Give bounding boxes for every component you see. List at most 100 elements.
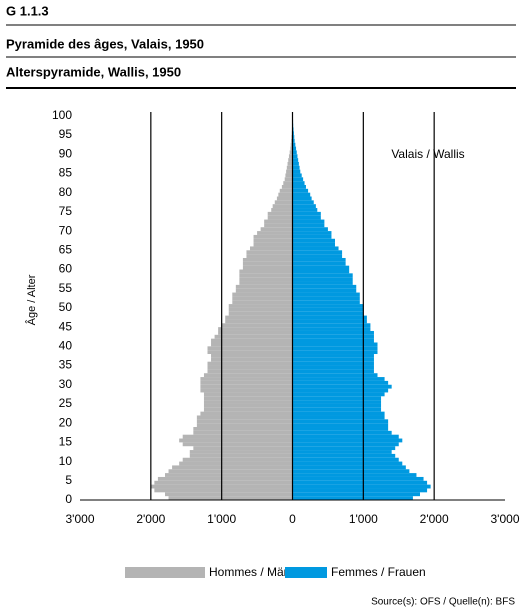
y-tick-label: 5 [65, 473, 72, 487]
bar [203, 400, 293, 404]
y-axis-label: Âge / Alter [25, 274, 38, 325]
bar [292, 296, 360, 301]
bar [246, 254, 293, 258]
bar [292, 323, 371, 328]
bar [203, 392, 293, 397]
bar [292, 246, 339, 251]
bar [292, 407, 382, 412]
bar [292, 365, 374, 370]
source: Source(s): OFS / Quelle(n): BFS [371, 597, 515, 608]
bar [289, 150, 293, 155]
bar [292, 377, 385, 381]
bar [292, 227, 328, 232]
bar [292, 388, 389, 393]
y-tick-label: 45 [59, 319, 73, 333]
x-tick-label: 2'000 [136, 512, 165, 526]
bar [168, 469, 293, 474]
y-tick-label: 90 [59, 146, 73, 160]
bar [292, 403, 382, 408]
bar [292, 173, 302, 178]
bar [267, 215, 293, 220]
bar [290, 142, 293, 147]
bar [292, 273, 353, 278]
y-tick-label: 15 [59, 435, 73, 449]
x-tick-label: 2'000 [420, 512, 449, 526]
bar [292, 265, 350, 270]
x-tick-label: 3'000 [66, 512, 95, 526]
bar [292, 496, 413, 500]
bar [292, 334, 374, 339]
y-tick-label: 30 [59, 377, 73, 391]
bar [253, 242, 293, 247]
bar [292, 254, 343, 258]
bar [292, 384, 392, 389]
y-tick-label: 40 [59, 339, 73, 353]
bar [292, 158, 299, 162]
bar [292, 211, 321, 216]
bar [292, 357, 374, 362]
y-tick-label: 95 [59, 127, 73, 141]
bar [225, 315, 293, 320]
bar [292, 311, 364, 316]
y-tick-label: 0 [65, 492, 72, 506]
bar [211, 342, 293, 347]
bar [228, 311, 293, 316]
bar [292, 146, 297, 151]
bar [291, 138, 293, 143]
bar [239, 273, 293, 278]
legend-swatch [285, 567, 327, 578]
bar [179, 461, 293, 466]
bar [260, 227, 293, 232]
y-tick-label: 50 [59, 300, 73, 314]
bar [292, 442, 399, 447]
bar [292, 292, 360, 297]
bar [200, 380, 293, 385]
bar [246, 250, 293, 255]
bar [292, 473, 417, 477]
bar [292, 284, 357, 289]
bar [292, 396, 382, 401]
bar [292, 281, 353, 285]
bar [288, 158, 293, 162]
bar [214, 334, 293, 339]
bar [267, 211, 293, 216]
bar [228, 304, 293, 308]
bar [292, 300, 360, 305]
bar [292, 469, 410, 474]
bar [281, 184, 293, 189]
bar [292, 269, 350, 274]
bar [292, 307, 364, 312]
bar [203, 396, 293, 401]
bar [165, 473, 293, 477]
bar [292, 415, 385, 420]
bar [292, 181, 305, 185]
bar [182, 434, 293, 439]
x-tick-label: 1'000 [207, 512, 236, 526]
bar [292, 480, 428, 485]
bar [200, 411, 293, 416]
figure-id: G 1.1.3 [6, 3, 49, 18]
bar [292, 434, 399, 439]
bar [218, 327, 293, 331]
bar [283, 181, 293, 185]
bar [196, 415, 293, 420]
bar [292, 453, 396, 458]
legend-label: Hommes / Männer [209, 565, 308, 579]
bar [292, 288, 357, 293]
bar [292, 131, 294, 136]
bar [292, 150, 297, 155]
bar [292, 346, 378, 351]
bar [292, 161, 299, 166]
bar [292, 492, 420, 497]
bar [292, 438, 403, 443]
bar [292, 423, 389, 428]
bar [292, 165, 300, 170]
bar [292, 392, 385, 397]
bar [292, 177, 304, 182]
bar [292, 342, 378, 347]
bar [292, 304, 364, 308]
bar [182, 457, 293, 462]
bar [218, 330, 293, 335]
bar [292, 465, 406, 470]
